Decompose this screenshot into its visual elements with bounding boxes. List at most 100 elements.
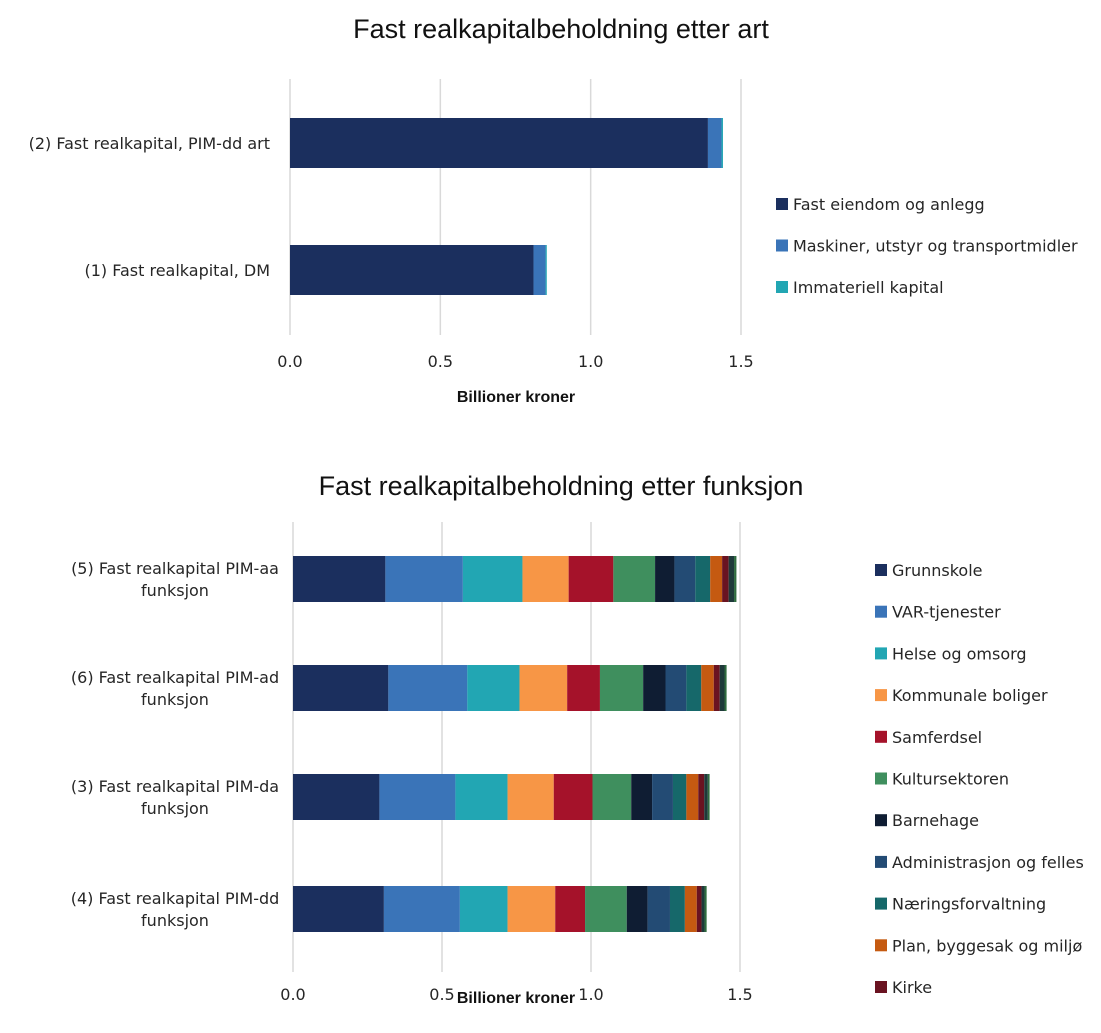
- legend-swatch: [875, 897, 887, 910]
- bar-segment: [695, 556, 711, 602]
- legend-swatch: [875, 564, 887, 576]
- bar-segment: [728, 556, 735, 602]
- bar-segment: [626, 886, 648, 932]
- bar-segment: [701, 886, 705, 932]
- chart-art-title: Fast realkapitalbeholdning etter art: [353, 14, 769, 44]
- category-label: (5) Fast realkapital PIM-aa funksjon: [71, 559, 279, 600]
- legend-swatch: [776, 239, 788, 252]
- bar-segment: [545, 245, 547, 295]
- legend-label: Administrasjon og felles: [892, 853, 1084, 872]
- bar-segment: [652, 774, 673, 820]
- chart-art: Fast realkapitalbeholdning etter art (2)…: [29, 14, 1078, 406]
- bar-segment: [672, 774, 687, 820]
- bar-segment: [724, 665, 727, 711]
- legend-label: Maskiner, utstyr og transportmidler: [793, 237, 1078, 256]
- legend-swatch: [875, 981, 887, 993]
- bar-segment: [669, 886, 685, 932]
- category-label: (3) Fast realkapital PIM-da funksjon: [71, 777, 279, 818]
- bar-segment: [613, 556, 656, 602]
- bar-segment: [722, 556, 729, 602]
- legend-swatch: [776, 198, 788, 210]
- legend-label: Barnehage: [892, 811, 979, 830]
- legend-label: VAR-tjenester: [892, 603, 1001, 622]
- bar-segment: [599, 665, 644, 711]
- bar-segment: [674, 556, 696, 602]
- bar-segment: [379, 774, 456, 820]
- bar-segment: [643, 665, 666, 711]
- bar-segment: [647, 886, 670, 932]
- bar-segment: [686, 774, 699, 820]
- bar-segment: [519, 665, 568, 711]
- x-tick-label: 1.0: [578, 985, 603, 1004]
- bar-segment: [585, 886, 627, 932]
- legend-swatch: [875, 730, 887, 743]
- bar-segment: [555, 886, 586, 932]
- chart-art-bars: [290, 118, 723, 295]
- chart-funksjon: Fast realkapitalbeholdning etter funksjo…: [71, 471, 1084, 1007]
- chart-funksjon-category-labels: (5) Fast realkapital PIM-aa funksjon (6) F…: [71, 559, 280, 930]
- x-tick-label: 0.5: [429, 985, 454, 1004]
- bar-segment: [459, 886, 508, 932]
- chart-funksjon-bars: [293, 556, 737, 932]
- chart-art-gridlines: [289, 79, 742, 335]
- bar-segment: [684, 886, 697, 932]
- legend-label: Kirke: [892, 978, 932, 997]
- bar-segment: [507, 774, 554, 820]
- bar-segment: [293, 774, 380, 820]
- bar-segment: [686, 665, 702, 711]
- bar-segment: [704, 886, 707, 932]
- x-tick-label: 1.0: [578, 352, 603, 371]
- legend-label: Kultursektoren: [892, 770, 1009, 789]
- bar-segment: [293, 886, 384, 932]
- bar-segment: [592, 774, 632, 820]
- legend-swatch: [875, 814, 887, 827]
- bar-segment: [522, 556, 569, 602]
- bar-segment: [293, 665, 389, 711]
- bar-segment: [707, 118, 722, 168]
- bar-segment: [734, 556, 737, 602]
- legend-swatch: [875, 939, 887, 952]
- bar-segment: [385, 556, 463, 602]
- bar-segment: [707, 774, 710, 820]
- bar-segment: [455, 774, 508, 820]
- legend-label: Grunnskole: [892, 561, 983, 580]
- bar-segment: [704, 774, 708, 820]
- category-label: (2) Fast realkapital, PIM-dd art: [29, 134, 270, 153]
- legend-swatch: [875, 689, 887, 702]
- bar-segment: [383, 886, 460, 932]
- bar-segment: [553, 774, 593, 820]
- legend-label: Samferdsel: [892, 728, 982, 747]
- legend-swatch: [875, 855, 887, 868]
- chart-funksjon-title: Fast realkapitalbeholdning etter funksjo…: [319, 471, 804, 501]
- bar-segment: [290, 245, 534, 295]
- chart-art-x-axis-label: Billioner kroner: [457, 389, 575, 406]
- legend-label: Plan, byggesak og miljø: [892, 936, 1082, 955]
- chart-funksjon-legend: Grunnskole VAR-tjenester Helse og omsorg Ko…: [875, 561, 1084, 997]
- bar-segment: [696, 886, 702, 932]
- legend-swatch: [776, 281, 788, 293]
- bar-segment: [533, 245, 546, 295]
- bar-segment: [655, 556, 675, 602]
- legend-label: Fast eiendom og anlegg: [793, 195, 985, 214]
- legend-label: Kommunale boliger: [892, 686, 1048, 705]
- category-label: (6) Fast realkapital PIM-ad funksjon: [71, 668, 279, 709]
- bar-segment: [698, 774, 705, 820]
- x-tick-label: 1.5: [728, 352, 753, 371]
- bar-segment: [719, 665, 725, 711]
- x-tick-label: 1.5: [727, 985, 752, 1004]
- chart-art-x-ticks: 0.0 0.5 1.0 1.5: [277, 352, 753, 371]
- legend-label: Næringsforvaltning: [892, 895, 1046, 914]
- bar-segment: [721, 118, 723, 168]
- bar-segment: [710, 556, 723, 602]
- bar-segment: [713, 665, 720, 711]
- category-label: (4) Fast realkapital PIM-dd funksjon: [71, 889, 280, 930]
- bar-segment: [567, 665, 600, 711]
- bar-segment: [568, 556, 614, 602]
- chart-art-category-labels: (2) Fast realkapital, PIM-dd art (1) Fast…: [29, 134, 270, 280]
- chart-art-legend: Fast eiendom og anlegg Maskiner, utstyr o…: [776, 195, 1078, 297]
- bar-segment: [290, 118, 708, 168]
- legend-swatch: [875, 605, 887, 618]
- legend-swatch: [875, 772, 887, 785]
- legend-swatch: [875, 647, 887, 660]
- bar-segment: [462, 556, 523, 602]
